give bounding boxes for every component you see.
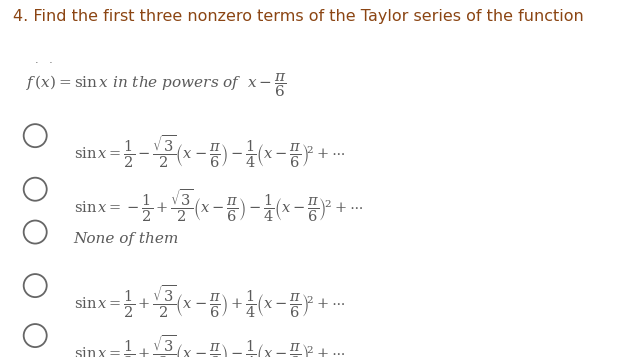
Text: $f\,(x) = \mathrm{sin}\,x\ \mathit{in\ the\ powers\ of}\ \ x - \dfrac{\pi}{6}$: $f\,(x) = \mathrm{sin}\,x\ \mathit{in\ t… bbox=[26, 71, 286, 99]
Text: 4. Find the first three nonzero terms of the Taylor series of the function: 4. Find the first three nonzero terms of… bbox=[13, 9, 584, 24]
Text: $\sin x = \dfrac{1}{2} - \dfrac{\sqrt{3}}{2}\left(x - \dfrac{\pi}{6}\right) - \d: $\sin x = \dfrac{1}{2} - \dfrac{\sqrt{3}… bbox=[74, 134, 345, 170]
Text: $\sin x = -\dfrac{1}{2} + \dfrac{\sqrt{3}}{2}\left(x - \dfrac{\pi}{6}\right) - \: $\sin x = -\dfrac{1}{2} + \dfrac{\sqrt{3… bbox=[74, 187, 363, 224]
Text: .   .: . . bbox=[35, 55, 53, 65]
Text: $\sin x = \dfrac{1}{2} + \dfrac{\sqrt{3}}{2}\left(x - \dfrac{\pi}{6}\right) - \d: $\sin x = \dfrac{1}{2} + \dfrac{\sqrt{3}… bbox=[74, 334, 345, 357]
Text: $\sin x = \dfrac{1}{2} + \dfrac{\sqrt{3}}{2}\left(x - \dfrac{\pi}{6}\right) + \d: $\sin x = \dfrac{1}{2} + \dfrac{\sqrt{3}… bbox=[74, 284, 345, 320]
Text: None of them: None of them bbox=[74, 232, 179, 246]
